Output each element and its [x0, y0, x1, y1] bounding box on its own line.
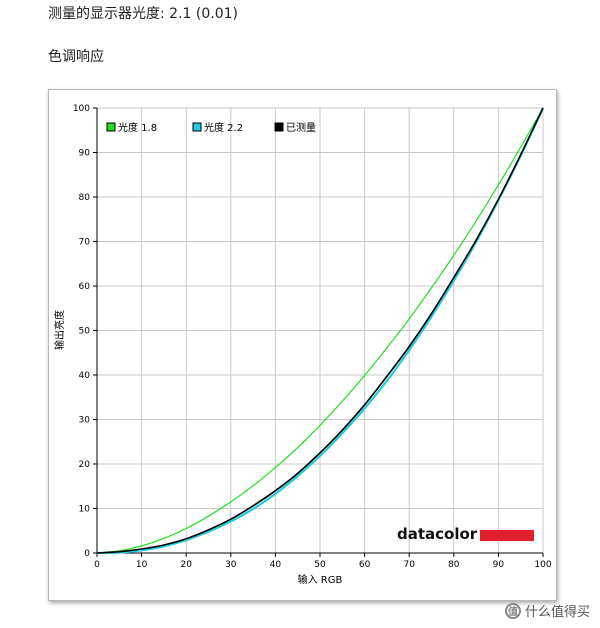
y-tick-label: 40 — [79, 371, 91, 381]
x-tick-label: 10 — [136, 560, 148, 570]
zhi-icon: 值 — [504, 602, 521, 619]
datacolor-logo-text: datacolor — [397, 525, 478, 543]
y-tick-label: 20 — [79, 460, 91, 470]
x-tick-label: 90 — [493, 560, 505, 570]
legend-swatch — [274, 122, 284, 132]
x-tick-label: 0 — [94, 560, 100, 570]
x-tick-label: 100 — [534, 560, 551, 570]
x-tick-label: 20 — [180, 560, 192, 570]
series-line-1 — [96, 107, 544, 555]
y-axis-label: 输出亮度 — [53, 310, 66, 350]
chart-legend: 光度 1.8 光度 2.2 已测量 — [106, 121, 316, 134]
site-watermark: 值 什么值得买 — [504, 601, 590, 620]
legend-label: 光度 2.2 — [204, 121, 243, 134]
legend-swatch — [192, 122, 202, 132]
tone-response-chart: 0 10 20 30 40 50 60 70 80 90 100 0 10 20 30 40 50 60 70 80 9… — [48, 89, 557, 601]
y-tick-label: 60 — [79, 282, 91, 292]
datacolor-logo-bar — [480, 530, 534, 541]
x-axis-label: 输入 RGB — [298, 573, 343, 586]
y-tick-label: 0 — [84, 549, 90, 559]
series-line-2 — [96, 107, 544, 554]
y-tick-label: 70 — [79, 238, 91, 248]
y-tick-label: 30 — [79, 416, 91, 426]
tick-labels: 0 10 20 30 40 50 60 70 80 90 100 0 10 20 30 40 50 60 70 80 9… — [73, 104, 552, 570]
axis-layer — [93, 107, 544, 557]
y-tick-label: 90 — [79, 149, 91, 159]
series-line-0 — [96, 107, 544, 554]
y-tick-label: 100 — [73, 104, 90, 114]
legend-label: 光度 1.8 — [118, 121, 157, 134]
legend-label: 已测量 — [286, 121, 316, 134]
x-tick-label: 80 — [448, 560, 460, 570]
series-layer — [96, 107, 544, 555]
x-tick-label: 40 — [270, 560, 282, 570]
y-tick-label: 10 — [79, 505, 91, 515]
tone-response-heading: 色调响应 — [48, 49, 104, 65]
chart-svg: 0 10 20 30 40 50 60 70 80 90 100 0 10 20 30 40 50 60 70 80 9… — [53, 104, 552, 586]
y-tick-label: 50 — [79, 327, 91, 337]
x-tick-label: 60 — [359, 560, 371, 570]
y-tick-label: 80 — [79, 193, 91, 203]
datacolor-logo: datacolor — [397, 525, 534, 543]
x-tick-label: 30 — [225, 560, 237, 570]
x-tick-label: 50 — [314, 560, 326, 570]
grid-layer — [97, 107, 544, 553]
legend-swatch — [106, 122, 116, 132]
x-tick-label: 70 — [403, 560, 415, 570]
measured-gamma-heading: 测量的显示器光度: 2.1 (0.01) — [48, 6, 238, 22]
watermark-text: 什么值得买 — [524, 605, 590, 620]
